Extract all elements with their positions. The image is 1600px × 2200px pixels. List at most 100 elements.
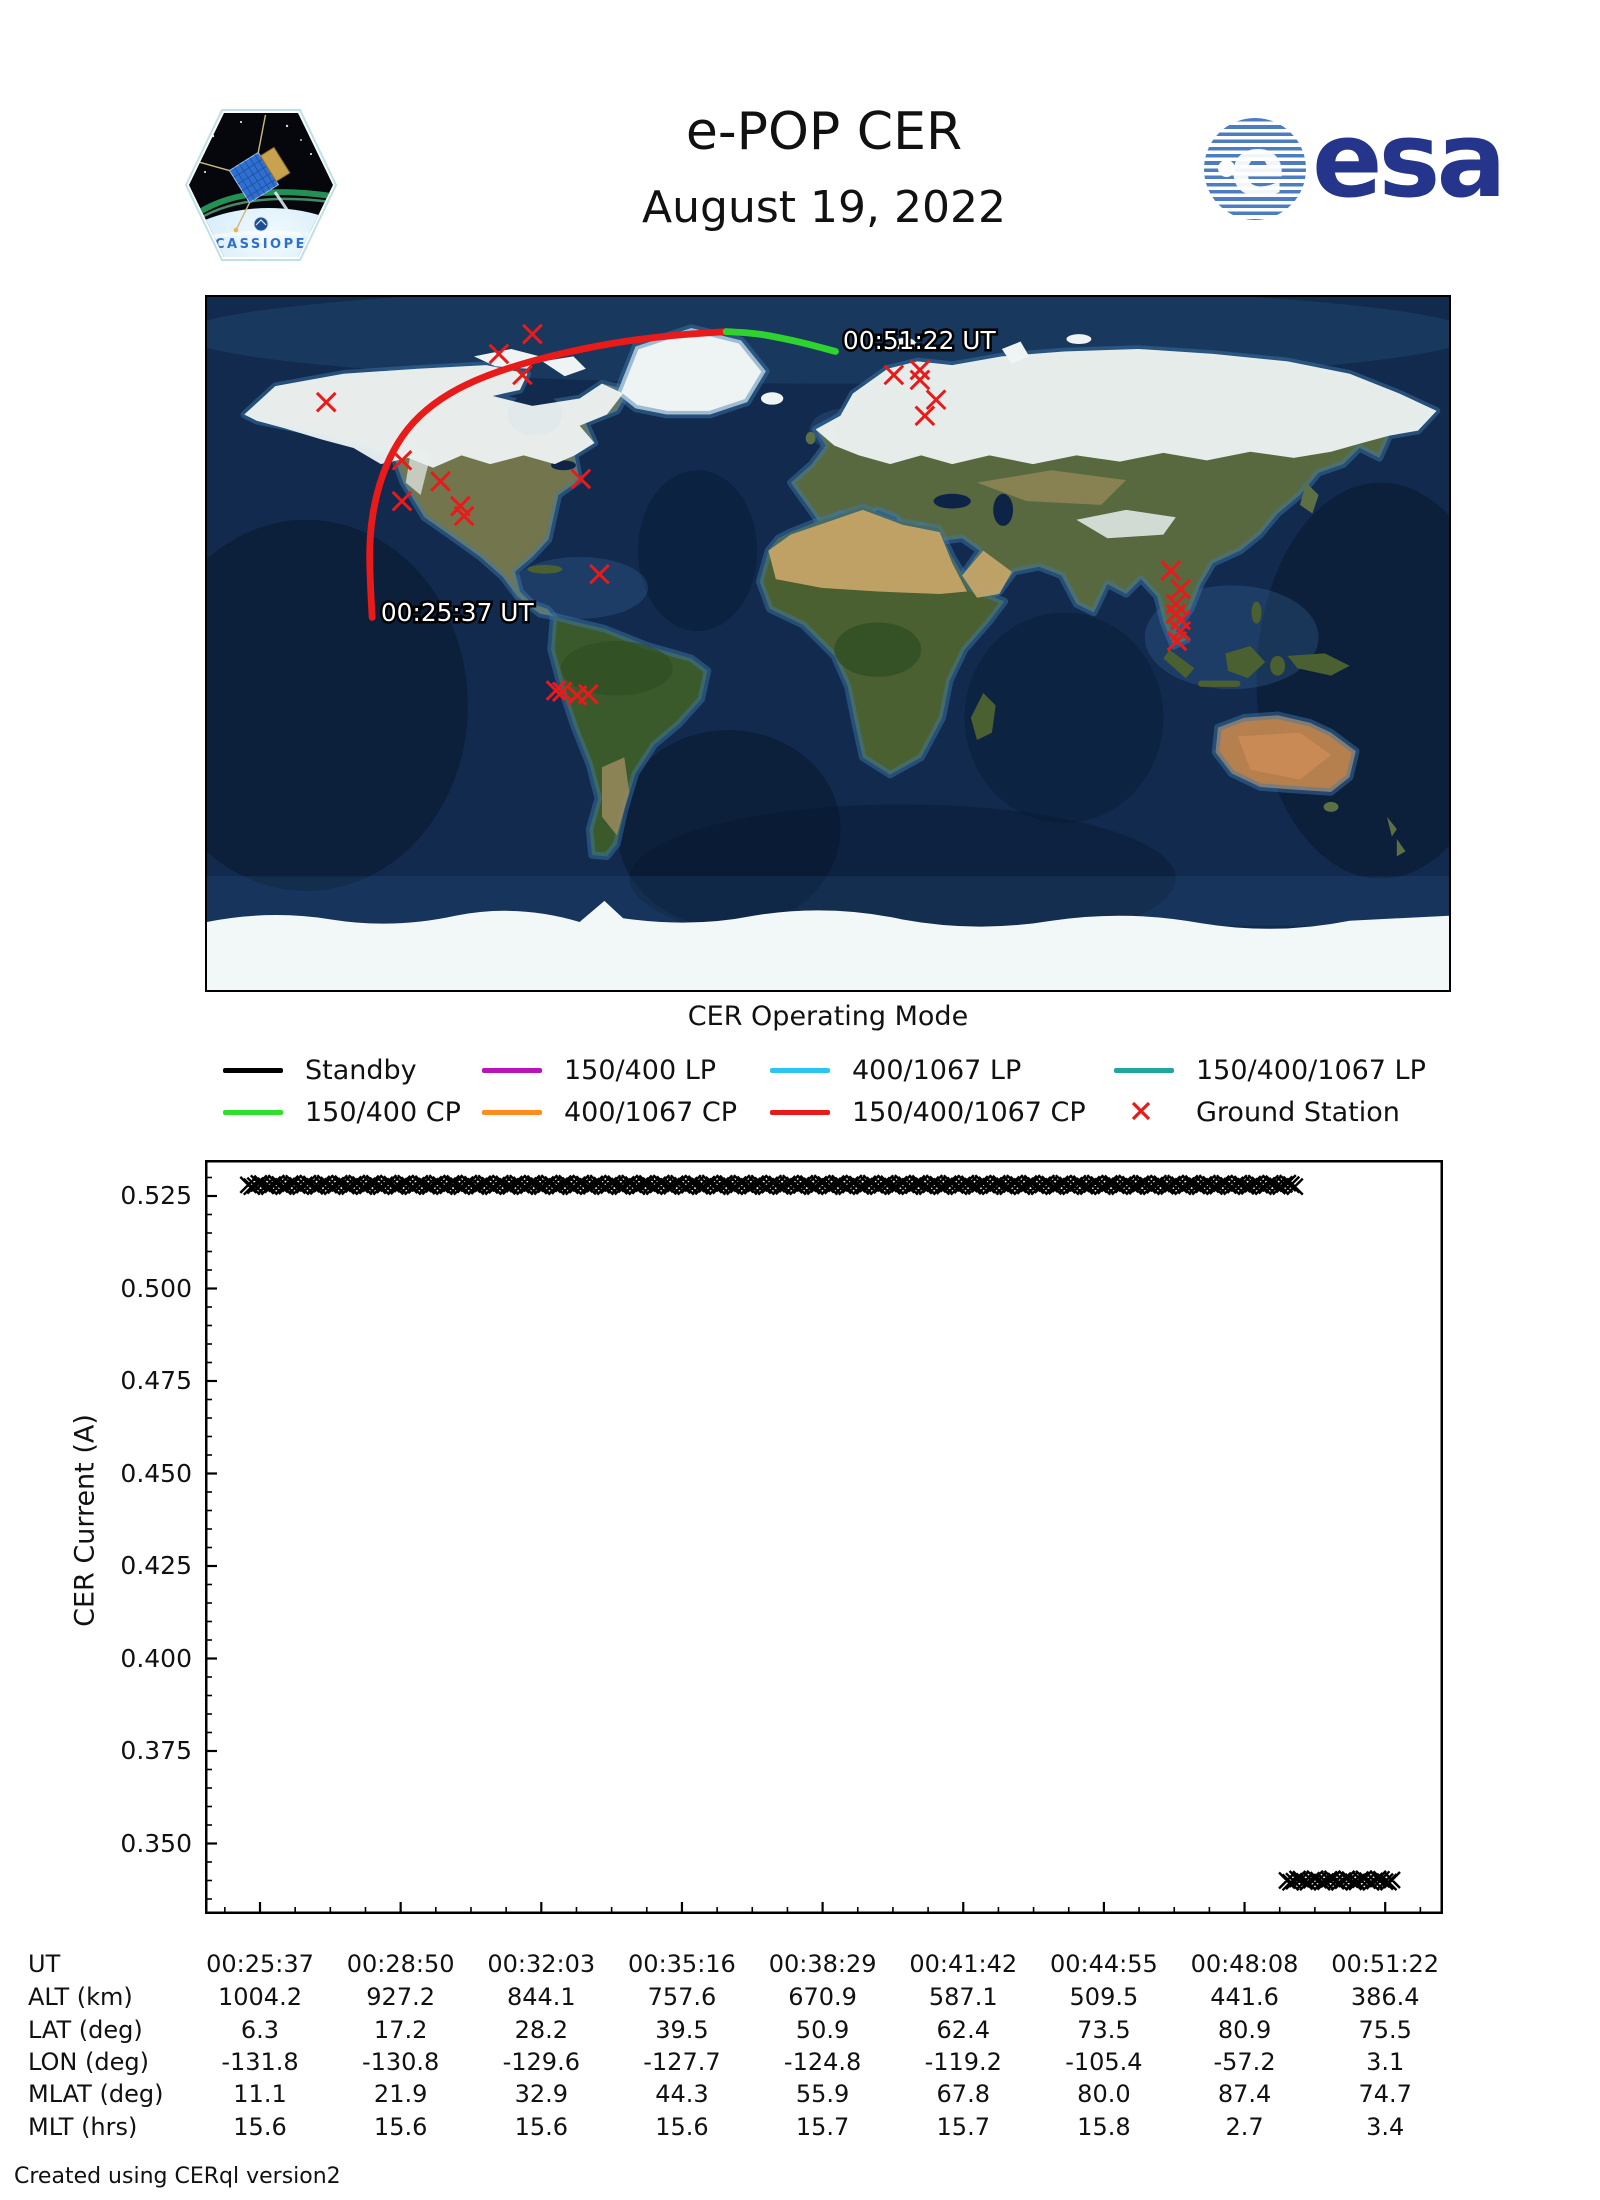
ireland (805, 431, 816, 445)
ground-station-x-icon (883, 364, 905, 386)
table-cell: -119.2 (924, 2048, 1002, 2076)
cassiope-patch-art: CASSIOPE (184, 109, 338, 261)
table-cell: -127.7 (643, 2048, 721, 2076)
ground-station-x-icon (909, 369, 931, 391)
arabia (962, 550, 1012, 598)
legend-swatch-400-1067-lp (770, 1068, 830, 1073)
track-red-segment (366, 328, 730, 621)
snow-north-america (244, 365, 624, 468)
table-cell: -57.2 (1213, 2048, 1276, 2076)
y-tick-label: 0.400 (120, 1643, 192, 1673)
ground-station-x-icon (1165, 593, 1187, 615)
y-tick-label: 0.475 (120, 1366, 192, 1395)
table-row-label: UT (28, 1950, 61, 1978)
page-date: August 19, 2022 (642, 182, 1006, 233)
table-cell: 15.8 (1077, 2113, 1131, 2141)
table-cell: 927.2 (366, 1983, 435, 2011)
japan (1299, 482, 1319, 514)
legend-swatch-150-400-1067-cp (770, 1110, 830, 1115)
legend-swatch-150-400-lp (482, 1068, 542, 1073)
ground-station-x-icon (391, 490, 413, 512)
legend-label-standby: Standby (305, 1055, 417, 1086)
ground-station-x-icon (909, 359, 931, 381)
patagonia (601, 757, 630, 836)
track-end-time-label: 00:51:22 UT (843, 326, 997, 355)
congo-basin (834, 622, 922, 677)
borneo (1225, 645, 1266, 679)
legend-swatch-400-1067-cp (482, 1110, 542, 1115)
table-row-label: LAT (deg) (28, 2016, 143, 2044)
new-guinea (1287, 653, 1350, 676)
snow-siberia (815, 348, 1437, 465)
track-green-segment (722, 328, 839, 355)
csa-roundel (253, 216, 269, 232)
y-tick-label: 0.375 (120, 1736, 192, 1765)
ground-station-x-icon (1160, 560, 1182, 581)
legend-label-150-400-cp: 150/400 CP (305, 1097, 461, 1128)
new-zealand (1386, 816, 1406, 857)
snow-rockies (405, 445, 431, 495)
table-cell: 55.9 (795, 2080, 850, 2108)
table-cell: 1004.2 (218, 1983, 302, 2011)
legend-ground-station-x-icon (1131, 1101, 1151, 1121)
y-tick-label: 0.500 (120, 1273, 192, 1303)
java (1198, 680, 1241, 687)
table-cell: 00:38:29 (768, 1950, 877, 1978)
sahara (768, 509, 968, 594)
minor-ticks (205, 1176, 1422, 1914)
y-tick-label: 0.425 (120, 1551, 192, 1580)
legend-label-150-400-1067-lp: 150/400/1067 LP (1196, 1055, 1426, 1086)
table-cell: 50.9 (795, 2016, 850, 2044)
data-band (1278, 1869, 1401, 1892)
table-cell: 00:35:16 (628, 1950, 736, 1978)
radar-beam (273, 191, 311, 243)
ground-station-x-icon (925, 389, 947, 411)
legend-swatch-standby (223, 1068, 283, 1073)
table-cell: 670.9 (788, 1983, 857, 2011)
table-cell: 39.5 (655, 2016, 709, 2044)
satellite (197, 114, 291, 233)
table-cell: 3.1 (1366, 2048, 1405, 2076)
esa-globe-dot (1218, 160, 1235, 177)
ground-station-x-icon (430, 471, 451, 492)
table-cell: 3.4 (1366, 2113, 1405, 2141)
ground-station-x-icon (315, 391, 337, 413)
sumatra (1163, 649, 1195, 679)
ground-station-x-icon (488, 343, 510, 365)
page-title: e-POP CER (685, 102, 963, 162)
table-cell: 587.1 (928, 1983, 998, 2011)
madagascar (970, 693, 996, 741)
caspian-sea (993, 493, 1014, 526)
patch-name-text: CASSIOPE (215, 237, 307, 252)
ground-station-x-icon (545, 680, 567, 701)
table-cell: 6.3 (240, 2016, 280, 2044)
legend-swatch-150-400-1067-lp (1114, 1068, 1174, 1073)
severnaya-zemlya (1066, 334, 1092, 345)
table-cell: 00:44:55 (1049, 1950, 1158, 1978)
table-cell: -130.8 (361, 2048, 440, 2076)
table-cell: 15.6 (373, 2113, 428, 2141)
table-cell: -105.4 (1065, 2048, 1143, 2076)
table-cell: 62.4 (936, 2016, 990, 2044)
world-map-svg: 00:25:37 UT 00:51:22 UT (207, 297, 1449, 990)
svalbard (893, 337, 917, 351)
legend-label-150-400-1067-cp: 150/400/1067 CP (852, 1097, 1086, 1128)
table-cell: 80.9 (1217, 2016, 1272, 2044)
table-cell: 75.5 (1358, 2016, 1412, 2044)
ground-station-x-icon (391, 450, 413, 471)
table-cell: 15.6 (514, 2113, 569, 2141)
legend-label-ground-station: Ground Station (1196, 1097, 1400, 1128)
ground-station-x-icon (577, 683, 599, 705)
major-ticks (205, 1194, 1387, 1914)
table-cell: 00:51:22 (1331, 1950, 1440, 1978)
black-sea (933, 493, 971, 509)
ground-station-x-icon (453, 505, 475, 527)
table-row-label: LON (deg) (28, 2048, 149, 2076)
esa-logo-text: esa (1312, 99, 1507, 221)
table-cell: 00:32:03 (487, 1950, 596, 1978)
ground-station-x-icon (1166, 630, 1188, 652)
table-cell: 21.9 (373, 2080, 428, 2108)
track-start-time-label: 00:25:37 UT (381, 598, 535, 627)
table-cell: -124.8 (783, 2048, 862, 2076)
